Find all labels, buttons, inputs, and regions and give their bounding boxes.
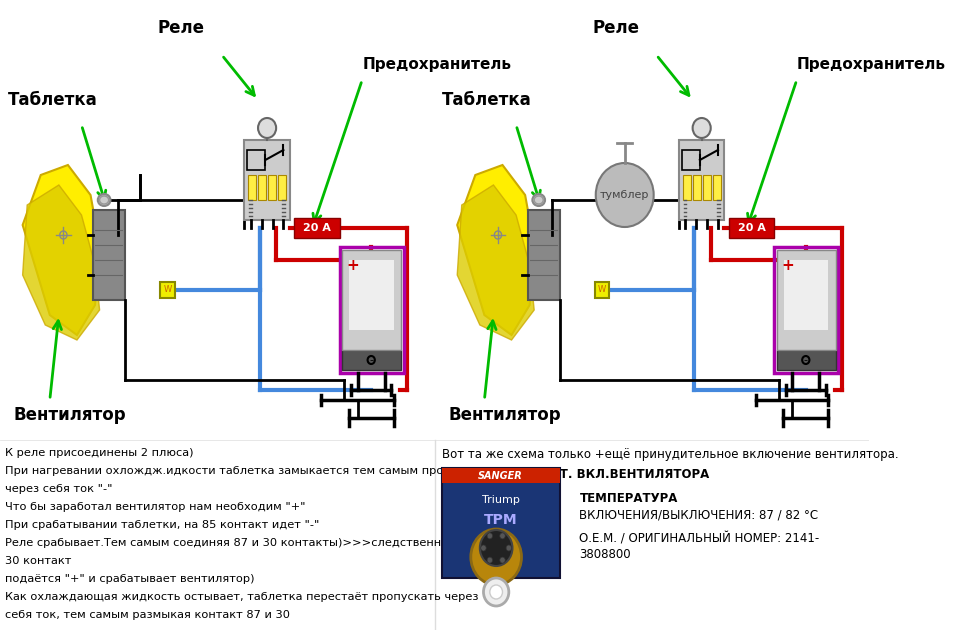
Circle shape xyxy=(490,585,502,599)
Text: ТЕМПЕРАТУРА: ТЕМПЕРАТУРА xyxy=(580,492,678,505)
Text: ВКЛЮЧЕНИЯ/ВЫКЛЮЧЕНИЯ: 87 / 82 °С: ВКЛЮЧЕНИЯ/ВЫКЛЮЧЕНИЯ: 87 / 82 °С xyxy=(580,508,819,521)
Circle shape xyxy=(506,545,512,551)
Bar xyxy=(93,210,125,300)
Circle shape xyxy=(484,578,509,606)
Text: При срабатывании таблетки, на 85 контакт идет "-": При срабатывании таблетки, на 85 контакт… xyxy=(5,520,319,530)
Bar xyxy=(442,468,560,578)
Circle shape xyxy=(692,118,710,138)
Circle shape xyxy=(500,533,505,539)
Bar xyxy=(160,282,175,298)
Bar xyxy=(777,350,835,370)
Bar xyxy=(712,175,721,200)
Text: Что бы заработал вентилятор нам необходим "+": Что бы заработал вентилятор нам необходи… xyxy=(5,502,305,512)
Text: -: - xyxy=(804,355,807,365)
Bar xyxy=(692,175,701,200)
Bar xyxy=(679,140,724,220)
Text: 20 А: 20 А xyxy=(737,223,765,233)
Text: При нагревании охлождж.идкости таблетка замыкается тем самым проводя: При нагревании охлождж.идкости таблетка … xyxy=(5,466,471,476)
Ellipse shape xyxy=(98,194,110,206)
Bar xyxy=(777,250,835,350)
Text: ТРМ: ТРМ xyxy=(484,513,517,527)
Text: О.Е.М. / ОРИГИНАЛЬНЫЙ НОМЕР: 2141-: О.Е.М. / ОРИГИНАЛЬНЫЙ НОМЕР: 2141- xyxy=(580,532,820,545)
Ellipse shape xyxy=(534,196,543,204)
Polygon shape xyxy=(457,185,534,340)
Text: +: + xyxy=(347,258,359,273)
Text: тумблер: тумблер xyxy=(600,190,649,200)
Text: SGR-150-003 ДАТ. ВКЛ.ВЕНТИЛЯТОРА: SGR-150-003 ДАТ. ВКЛ.ВЕНТИЛЯТОРА xyxy=(450,468,709,481)
Bar xyxy=(278,175,286,200)
Text: W: W xyxy=(163,285,172,294)
Text: +: + xyxy=(781,258,794,273)
Bar xyxy=(442,468,560,483)
Text: Вот та же схема только +ещё принудительное включение вентилятора.: Вот та же схема только +ещё принудительн… xyxy=(442,448,899,461)
Text: Предохранитель: Предохранитель xyxy=(797,57,946,72)
Circle shape xyxy=(258,118,276,138)
Circle shape xyxy=(470,529,521,585)
Polygon shape xyxy=(23,185,100,340)
Bar xyxy=(247,150,265,170)
Text: Как охлаждающая жидкость остывает, таблетка перестаёт пропускать через: Как охлаждающая жидкость остывает, табле… xyxy=(5,592,478,602)
Bar xyxy=(703,175,710,200)
Bar xyxy=(349,260,394,330)
Text: Таблетка: Таблетка xyxy=(8,91,97,109)
Bar xyxy=(682,150,700,170)
Circle shape xyxy=(481,545,486,551)
Bar xyxy=(248,175,256,200)
Ellipse shape xyxy=(100,196,108,204)
Bar xyxy=(342,250,401,350)
Text: К реле присоединены 2 плюса): К реле присоединены 2 плюса) xyxy=(5,448,193,458)
Bar xyxy=(245,140,290,220)
Text: 3808800: 3808800 xyxy=(580,548,631,561)
Bar xyxy=(340,247,404,373)
Ellipse shape xyxy=(533,194,545,206)
Text: 30 контакт: 30 контакт xyxy=(5,556,71,566)
Circle shape xyxy=(480,530,513,566)
Text: Вентилятор: Вентилятор xyxy=(13,406,126,424)
Circle shape xyxy=(596,163,654,227)
Text: 20 А: 20 А xyxy=(303,223,331,233)
Text: Предохранитель: Предохранитель xyxy=(362,57,511,72)
Bar xyxy=(595,282,610,298)
Text: Реле срабывает.Тем самым соединяя 87 и 30 контакты)>>>следственно на: Реле срабывает.Тем самым соединяя 87 и 3… xyxy=(5,538,466,548)
Text: Реле: Реле xyxy=(592,19,639,37)
Text: Таблетка: Таблетка xyxy=(443,91,532,109)
Circle shape xyxy=(500,557,505,563)
Bar xyxy=(268,175,276,200)
Text: Вентилятор: Вентилятор xyxy=(448,406,561,424)
Bar xyxy=(258,175,266,200)
Bar xyxy=(342,350,401,370)
Bar xyxy=(784,260,828,330)
Bar xyxy=(528,210,560,300)
Text: Реле: Реле xyxy=(157,19,204,37)
Bar xyxy=(774,247,838,373)
Polygon shape xyxy=(457,165,534,335)
Text: SANGER: SANGER xyxy=(478,471,523,481)
Text: через себя ток "-": через себя ток "-" xyxy=(5,484,112,494)
Bar xyxy=(729,218,774,238)
Circle shape xyxy=(487,533,492,539)
Text: себя ток, тем самым размыкая контакт 87 и 30: себя ток, тем самым размыкая контакт 87 … xyxy=(5,610,290,620)
Text: W: W xyxy=(598,285,606,294)
Bar xyxy=(295,218,340,238)
Text: Triump: Triump xyxy=(482,495,519,505)
Polygon shape xyxy=(23,165,100,335)
Text: -: - xyxy=(370,355,373,365)
Bar xyxy=(683,175,691,200)
Circle shape xyxy=(487,557,492,563)
Text: подаётся "+" и срабатывает вентилятор): подаётся "+" и срабатывает вентилятор) xyxy=(5,574,254,584)
